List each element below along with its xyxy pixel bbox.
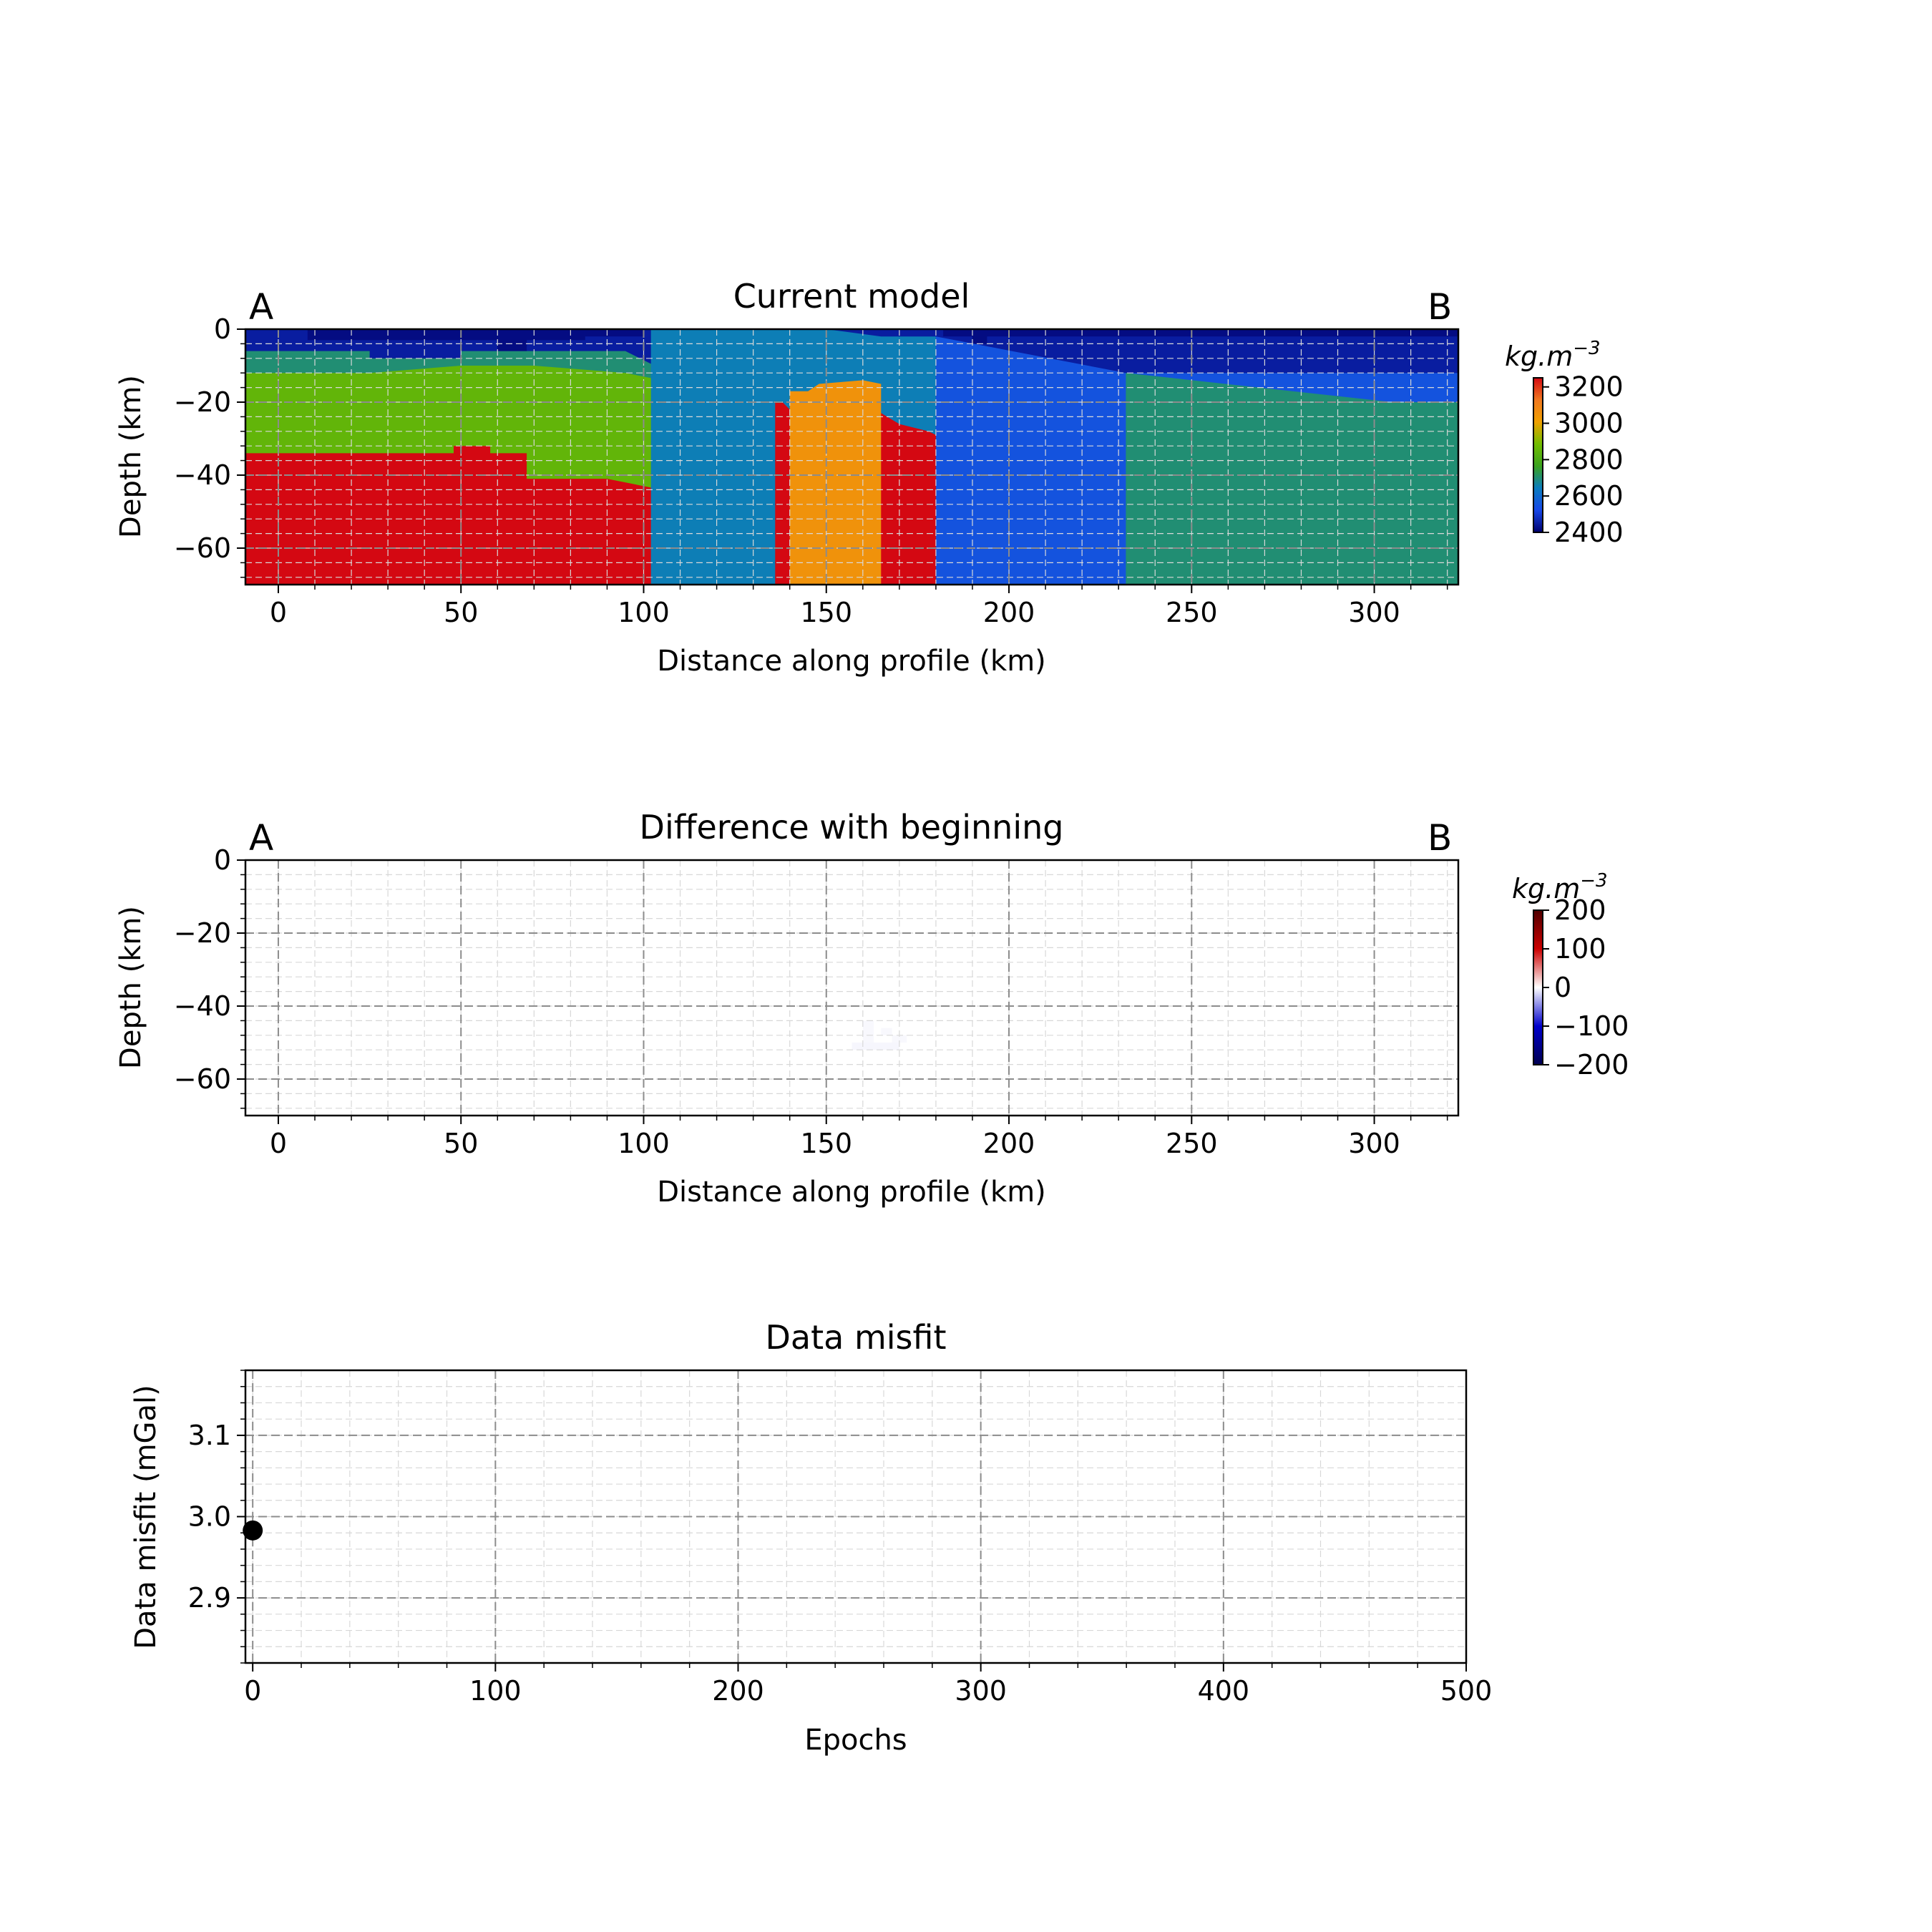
x-tick-label: 400	[1198, 1675, 1250, 1707]
y-tick-label: 0	[214, 313, 231, 345]
profile-end-label: B	[1428, 286, 1452, 328]
y-tick-label: 0	[214, 844, 231, 876]
profile-start-label: A	[249, 817, 273, 859]
x-tick-label: 0	[244, 1675, 261, 1707]
grid	[245, 860, 1458, 1116]
density-layers	[245, 329, 1458, 585]
colorbar-tick-label: 3200	[1554, 371, 1624, 403]
x-tick-label: 250	[1166, 597, 1218, 628]
x-tick-label: 200	[712, 1675, 764, 1707]
x-tick-label: 500	[1440, 1675, 1493, 1707]
misfit-points	[243, 1520, 263, 1541]
colorbar-ticks: 200 100 0 −100 −200	[1543, 894, 1629, 1080]
y-axis: 0 −20 −40 −60	[174, 313, 245, 578]
x-axis: 0 50 100 150 200 250 300	[270, 585, 1448, 628]
plot-area	[245, 860, 1458, 1116]
x-tick-label: 0	[270, 1128, 287, 1159]
x-tick-label: 300	[1348, 1128, 1400, 1159]
x-axis-label: Distance along profile (km)	[657, 1176, 1046, 1209]
density-layer	[789, 380, 882, 585]
low-density-strip	[943, 329, 1458, 337]
y-axis: 0 −20 −40 −60	[174, 844, 245, 1109]
colorbar-tick-label: 3000	[1554, 408, 1624, 439]
x-tick-label: 0	[270, 597, 287, 628]
low-density-strip	[972, 329, 987, 344]
y-tick-label: 3.0	[188, 1501, 231, 1533]
colorbar-unit: kg.m−3	[1512, 870, 1608, 904]
y-tick-label: −20	[174, 917, 231, 949]
colorbar-tick-label: −100	[1554, 1010, 1629, 1042]
colorbar-unit-base: kg.m	[1505, 341, 1573, 372]
colorbar: 200 100 0 −100 −200 kg.m−3	[1512, 870, 1629, 1080]
x-tick-label: 150	[800, 1128, 852, 1159]
x-tick-label: 200	[983, 1128, 1035, 1159]
y-axis: 3.1 3.0 2.9	[188, 1370, 245, 1664]
colorbar-tick-label: 100	[1554, 933, 1606, 965]
low-density-strip	[307, 329, 585, 341]
colorbar-tick-label: 2400	[1554, 517, 1624, 548]
axes-frame	[244, 328, 1460, 586]
difference-cell	[881, 1028, 892, 1035]
colorbar-fill	[1533, 909, 1543, 1065]
misfit-point	[243, 1520, 263, 1541]
x-tick-label: 100	[618, 1128, 670, 1159]
y-axis-label: Data misfit (mGal)	[130, 1385, 162, 1649]
y-tick-label: −60	[174, 1063, 231, 1095]
colorbar-unit-exponent: −3	[1580, 870, 1607, 892]
x-tick-label: 200	[983, 597, 1035, 628]
grid	[245, 329, 1458, 585]
colorbar-tick-label: 2600	[1554, 480, 1624, 512]
colorbar-ticks: 3200 3000 2800 2600 2400	[1543, 371, 1624, 548]
x-tick-label: 100	[469, 1675, 522, 1707]
density-layer	[1126, 373, 1458, 585]
x-axis-label: Distance along profile (km)	[657, 645, 1046, 678]
data-misfit-panel: Data misfit 0 100 200 300 400 500 3.1 3.0 2.9 E…	[130, 1318, 1492, 1757]
chart-title: Current model	[733, 277, 970, 316]
colorbar-unit: kg.m−3	[1505, 338, 1601, 372]
colorbar-tick-label: 2800	[1554, 444, 1624, 475]
x-tick-label: 100	[618, 597, 670, 628]
chart-title: Difference with beginning	[640, 808, 1064, 847]
colorbar-unit-exponent: −3	[1573, 338, 1600, 359]
profile-end-label: B	[1428, 817, 1452, 859]
difference-panel: Difference with beginning 0 50 100 150 200 25…	[114, 808, 1629, 1209]
y-tick-label: 2.9	[188, 1582, 231, 1614]
colorbar-fill	[1533, 377, 1543, 533]
y-tick-label: −20	[174, 386, 231, 418]
y-tick-label: −40	[174, 990, 231, 1022]
low-density-strip	[497, 329, 527, 351]
difference-anomalies	[852, 1020, 907, 1050]
x-tick-label: 300	[955, 1675, 1007, 1707]
colorbar: 3200 3000 2800 2600 2400 kg.m−3	[1505, 338, 1624, 548]
x-tick-label: 300	[1348, 597, 1400, 628]
grid	[245, 1370, 1467, 1664]
colorbar-tick-label: 0	[1554, 972, 1571, 1003]
axes-frame	[244, 859, 1460, 1117]
profile-start-label: A	[249, 286, 273, 328]
x-tick-label: 50	[444, 597, 478, 628]
colorbar-tick-label: −200	[1554, 1049, 1629, 1080]
y-tick-label: 3.1	[188, 1420, 231, 1451]
colorbar-tick-label: 200	[1554, 894, 1606, 926]
y-axis-label: Depth (km)	[114, 906, 147, 1069]
y-axis-label: Depth (km)	[114, 375, 147, 538]
difference-cell	[852, 1043, 899, 1050]
x-axis: 0 50 100 150 200 250 300	[270, 1116, 1448, 1159]
difference-cell	[892, 1035, 907, 1043]
current-model-panel: Current model 0 50 100 150 200 250 300 0 −20 −40…	[114, 277, 1624, 678]
plot-area	[245, 329, 1458, 585]
low-density-strip	[585, 329, 644, 337]
x-axis-label: Epochs	[804, 1724, 907, 1757]
x-tick-label: 250	[1166, 1128, 1218, 1159]
chart-title: Data misfit	[765, 1318, 946, 1357]
colorbar-unit-base: kg.m	[1512, 873, 1580, 904]
y-tick-label: −40	[174, 459, 231, 491]
x-axis: 0 100 200 300 400 500	[244, 1663, 1492, 1707]
y-tick-label: −60	[174, 532, 231, 564]
x-tick-label: 50	[444, 1128, 478, 1159]
difference-cell	[862, 1020, 874, 1043]
x-tick-label: 150	[800, 597, 852, 628]
